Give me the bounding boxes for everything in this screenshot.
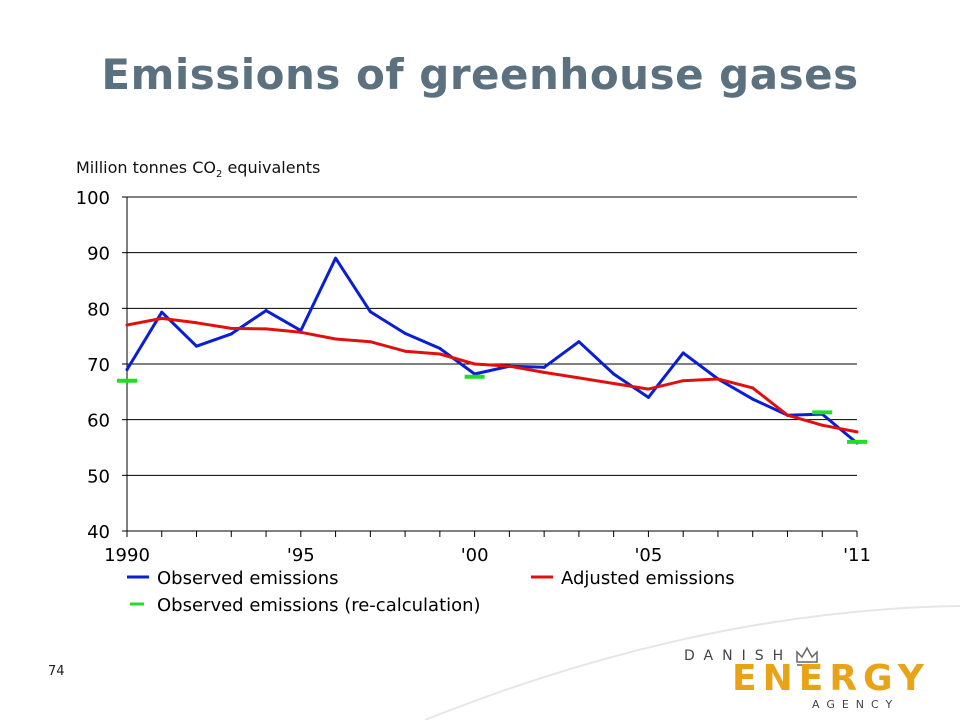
y-axis-unit-label: Million tonnes CO2 equivalents xyxy=(76,158,320,180)
y-tick-label: 60 xyxy=(87,411,110,432)
data-point xyxy=(229,326,233,330)
data-point xyxy=(716,377,720,381)
data-point xyxy=(160,310,164,314)
data-point xyxy=(612,372,616,376)
legend-label: Observed emissions xyxy=(157,568,339,589)
page-number: 74 xyxy=(48,664,65,679)
data-point xyxy=(403,331,407,335)
data-point xyxy=(646,387,650,391)
data-point xyxy=(751,386,755,390)
data-point xyxy=(403,349,407,353)
crown-icon xyxy=(796,646,818,666)
data-point xyxy=(264,309,268,313)
data-point xyxy=(577,340,581,344)
data-point xyxy=(195,321,199,325)
unit-label-suffix: equivalents xyxy=(222,158,321,177)
chart-legend: Observed emissions Adjusted emissions Obse… xyxy=(127,568,735,616)
unit-label-subscript: 2 xyxy=(215,169,223,181)
data-point xyxy=(751,397,755,401)
data-point xyxy=(160,316,164,320)
data-point xyxy=(507,364,511,368)
x-tick-label: '05 xyxy=(634,545,662,566)
chart-series xyxy=(117,256,867,445)
y-tick-label: 80 xyxy=(87,299,110,320)
slide-title: Emissions of greenhouse gases xyxy=(101,50,859,99)
data-point xyxy=(438,352,442,356)
data-point xyxy=(368,340,372,344)
data-point xyxy=(264,327,268,331)
data-point xyxy=(438,346,442,350)
x-tick-label: '11 xyxy=(843,545,871,566)
data-point xyxy=(473,372,477,376)
data-point xyxy=(334,337,338,341)
y-tick-label: 40 xyxy=(87,522,110,543)
data-point xyxy=(681,351,685,355)
data-point xyxy=(542,365,546,369)
x-tick-label: 1990 xyxy=(104,545,150,566)
logo-text-bottom: AGENCY xyxy=(812,698,900,711)
logo-text-main: ENERGY xyxy=(732,658,930,699)
logo-text-top: DANISH xyxy=(684,648,793,664)
data-point xyxy=(612,381,616,385)
series-line-1 xyxy=(126,316,858,434)
data-point xyxy=(855,430,859,434)
y-tick-label: 100 xyxy=(76,188,110,209)
y-tick-label: 70 xyxy=(87,355,110,376)
data-point xyxy=(473,362,477,366)
data-point xyxy=(681,379,685,383)
decorative-swoosh xyxy=(424,605,960,720)
legend-label: Observed emissions (re-calculation) xyxy=(157,595,481,616)
data-point xyxy=(368,310,372,314)
data-point xyxy=(646,395,650,399)
data-point xyxy=(299,330,303,334)
series-line-0 xyxy=(125,256,858,445)
data-point xyxy=(334,256,338,260)
x-tick-label: '00 xyxy=(461,545,489,566)
chart-axes: 40 50 60 70 80 90 100 1990 '95 '00 '05 '11 xyxy=(76,188,871,566)
data-point xyxy=(125,323,129,327)
data-point xyxy=(820,423,824,427)
x-tick-label: '95 xyxy=(287,545,315,566)
danish-energy-agency-logo: DANISH ENERGY AGENCY xyxy=(680,640,940,720)
data-point xyxy=(785,413,789,417)
data-point xyxy=(195,344,199,348)
y-tick-label: 50 xyxy=(87,466,110,487)
legend-label: Adjusted emissions xyxy=(561,568,735,589)
data-point xyxy=(542,370,546,374)
data-point xyxy=(577,376,581,380)
data-point xyxy=(125,368,129,372)
unit-label-text: Million tonnes CO xyxy=(76,158,216,177)
data-point xyxy=(229,332,233,336)
y-tick-label: 90 xyxy=(87,244,110,265)
